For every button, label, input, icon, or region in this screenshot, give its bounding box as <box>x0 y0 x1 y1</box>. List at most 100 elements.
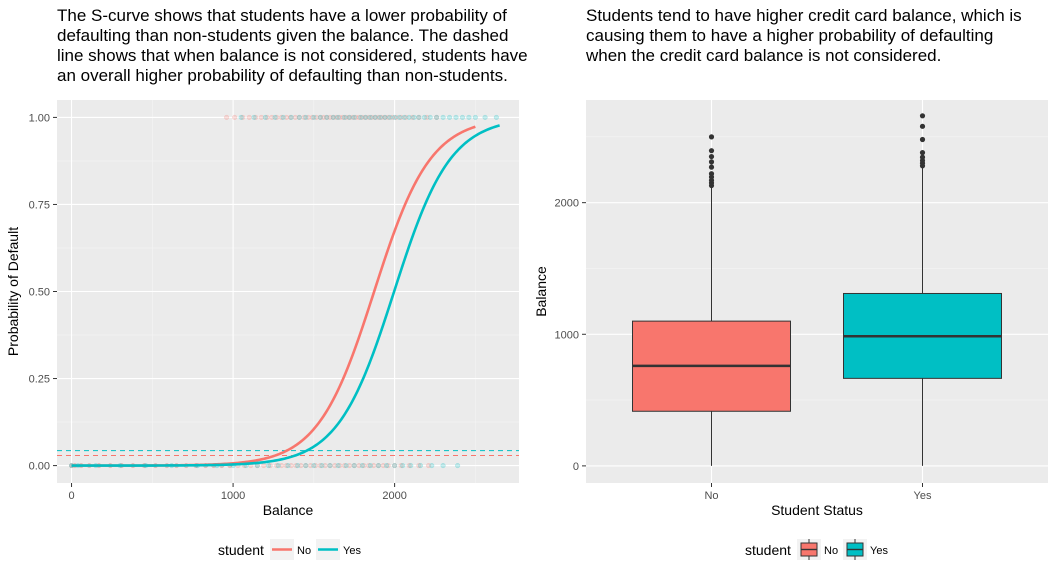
scatter-point-no <box>330 114 336 120</box>
scatter-point-yes <box>295 463 301 469</box>
scatter-point-no <box>356 114 362 120</box>
scatter-point-no <box>303 463 309 469</box>
scatter-point-yes <box>396 114 403 120</box>
left-y-tick-label: 0.00 <box>29 461 50 473</box>
outlier-point-yes <box>919 154 926 160</box>
scatter-point-yes <box>493 114 499 120</box>
outlier-point-no <box>708 134 715 140</box>
scatter-point-yes <box>343 463 349 469</box>
scatter-point-no <box>366 463 372 469</box>
scatter-point-no <box>337 463 343 469</box>
scatter-point-no <box>356 463 362 469</box>
scatter-point-no <box>369 114 375 120</box>
left-x-tick-label: 1000 <box>221 490 245 502</box>
scatter-point-no <box>309 114 315 120</box>
outlier-point-yes <box>919 150 926 156</box>
scatter-point-no <box>317 463 323 469</box>
scatter-point-no <box>298 463 304 469</box>
right-legend-label-no: No <box>824 545 838 557</box>
scatter-point-yes <box>251 114 257 120</box>
scatter-point-yes <box>285 463 291 469</box>
scatter-point-yes <box>408 463 414 469</box>
outlier-point-no <box>708 164 715 170</box>
scatter-point-no <box>382 114 388 120</box>
right-chart-title: Students tend to have higher credit card… <box>586 6 1022 65</box>
scatter-point-yes <box>440 463 446 469</box>
left-legend-label-yes: Yes <box>343 545 361 557</box>
outlier-point-yes <box>919 136 926 143</box>
scatter-point-yes <box>327 463 333 469</box>
scatter-point-no <box>317 114 323 120</box>
scatter-point-no <box>371 463 377 469</box>
right-x-tick-label-no: No <box>704 490 718 502</box>
left-y-tick-label: 1.00 <box>29 112 50 124</box>
scatter-point-no <box>332 463 338 469</box>
scatter-point-yes <box>288 114 294 120</box>
scatter-point-no <box>416 114 422 120</box>
scatter-point-no <box>264 114 270 120</box>
scatter-point-yes <box>324 114 330 120</box>
scatter-point-yes <box>377 114 383 120</box>
outlier-point-yes <box>919 123 926 129</box>
scatter-point-yes <box>341 114 348 120</box>
scatter-point-yes <box>272 114 278 120</box>
scatter-point-no <box>253 114 259 120</box>
scatter-point-no <box>409 114 415 120</box>
left-legend-title: student <box>218 542 264 558</box>
scatter-point-yes <box>330 114 336 120</box>
scatter-point-yes <box>359 463 365 469</box>
right-y-tick-label: 2000 <box>555 198 579 210</box>
scatter-point-no <box>351 463 357 469</box>
scatter-point-no <box>305 114 311 120</box>
scatter-point-no <box>327 463 333 469</box>
scatter-point-yes <box>401 114 407 120</box>
scatter-point-no <box>380 463 386 469</box>
scatter-point-yes <box>319 463 325 469</box>
outlier-point-no <box>708 148 715 154</box>
scatter-point-no <box>359 114 365 120</box>
logistic-curve-yes <box>71 124 500 467</box>
scatter-point-no <box>296 114 302 120</box>
scatter-point-no <box>274 114 280 120</box>
scatter-point-yes <box>387 114 393 120</box>
scatter-point-no <box>287 114 293 120</box>
scatter-point-no <box>322 463 328 469</box>
scatter-point-yes <box>303 114 309 120</box>
scatter-point-no <box>278 463 285 469</box>
scatter-point-no <box>341 463 348 469</box>
scatter-point-no <box>398 114 404 120</box>
scatter-point-no <box>425 463 432 469</box>
scatter-point-yes <box>459 114 466 120</box>
outlier-point-no <box>708 153 715 160</box>
scatter-point-yes <box>275 463 281 469</box>
scatter-point-yes <box>429 463 435 469</box>
scatter-point-yes <box>335 114 341 120</box>
left-x-tick-label: 0 <box>68 490 74 502</box>
scatter-point-yes <box>417 463 424 469</box>
scatter-point-yes <box>351 114 357 120</box>
scatter-point-yes <box>482 114 488 120</box>
right-y-tick-label: 1000 <box>555 329 579 341</box>
scatter-point-no <box>283 463 289 469</box>
right-legend-title: student <box>745 542 791 558</box>
scatter-point-no <box>366 114 372 120</box>
scatter-point-no <box>312 463 319 469</box>
scatter-point-yes <box>455 463 461 469</box>
scatter-point-no <box>372 114 378 120</box>
left-chart-title: The S-curve shows that students have a l… <box>57 6 528 85</box>
scatter-point-yes <box>427 114 433 120</box>
scatter-point-no <box>361 463 367 469</box>
scatter-point-no <box>224 114 230 120</box>
scatter-point-no <box>346 114 352 120</box>
scatter-point-no <box>406 463 412 469</box>
scatter-point-yes <box>434 114 440 120</box>
scatter-point-no <box>269 114 275 120</box>
scatter-point-yes <box>311 463 317 469</box>
scatter-point-no <box>313 114 319 120</box>
scatter-point-yes <box>406 114 412 120</box>
scatter-point-yes <box>453 114 459 120</box>
scatter-point-no <box>324 114 330 120</box>
scatter-point-no <box>398 463 404 469</box>
scatter-point-yes <box>238 114 244 120</box>
